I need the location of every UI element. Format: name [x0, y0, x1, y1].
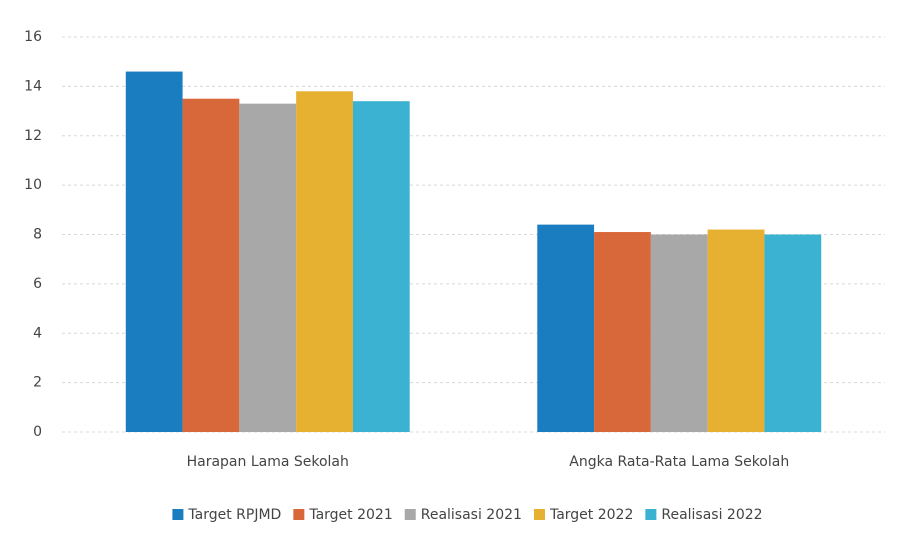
bar — [239, 103, 297, 432]
y-tick-label: 14 — [24, 78, 42, 94]
bar — [707, 229, 765, 432]
bar — [182, 98, 240, 432]
bar — [764, 234, 822, 432]
y-tick-label: 16 — [24, 29, 42, 45]
legend-swatch — [172, 509, 184, 520]
bar — [537, 224, 595, 432]
y-tick-label: 2 — [33, 375, 42, 391]
y-tick-label: 10 — [24, 177, 42, 193]
legend-swatch — [293, 509, 305, 520]
legend-swatch — [645, 509, 657, 520]
x-tick-label: Angka Rata-Rata Lama Sekolah — [569, 454, 789, 470]
legend-label: Target RPJMD — [187, 507, 281, 523]
y-tick-label: 8 — [33, 227, 42, 243]
bar — [352, 101, 410, 432]
y-tick-label: 4 — [33, 325, 42, 341]
bar — [296, 91, 353, 432]
legend-swatch — [404, 509, 416, 520]
legend-label: Realisasi 2022 — [661, 507, 762, 523]
bar — [125, 71, 183, 432]
y-tick-label: 0 — [33, 424, 42, 440]
legend-swatch — [533, 509, 545, 520]
bar — [594, 232, 651, 432]
y-tick-label: 12 — [24, 128, 42, 144]
legend-label: Target 2022 — [549, 507, 633, 523]
legend-label: Realisasi 2021 — [421, 507, 522, 523]
y-tick-label: 6 — [33, 276, 42, 292]
x-tick-label: Harapan Lama Sekolah — [187, 454, 349, 470]
bar — [650, 234, 708, 432]
legend-label: Target 2021 — [308, 507, 392, 523]
